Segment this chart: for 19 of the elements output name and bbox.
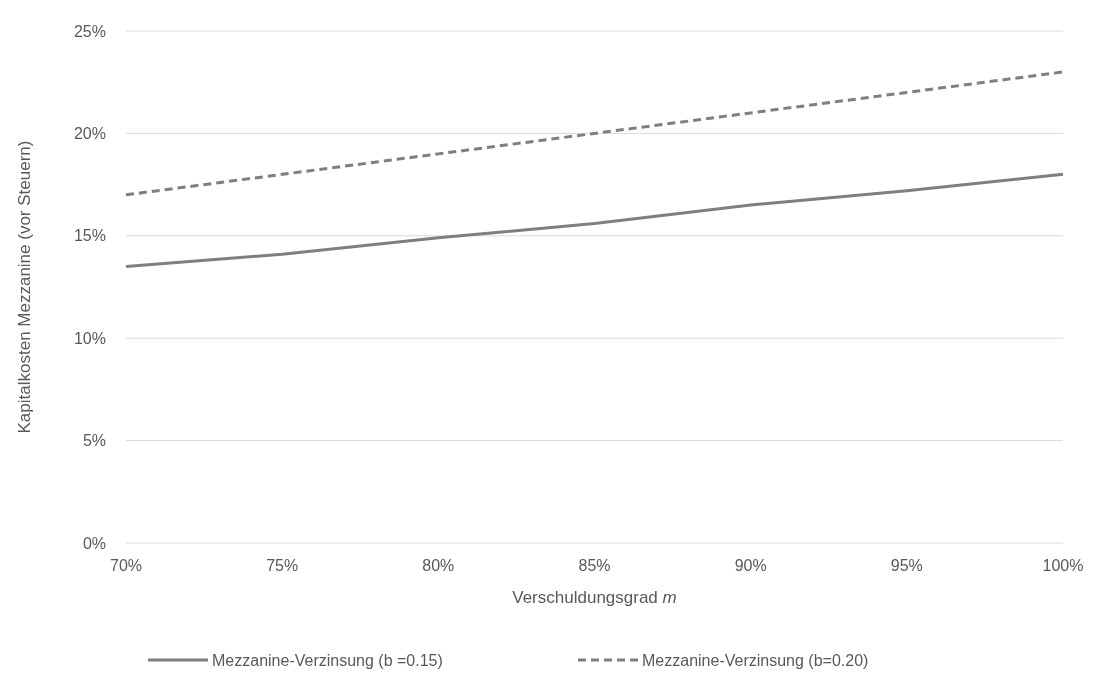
y-tick-label: 25%	[73, 22, 106, 40]
y-tick-label: 15%	[73, 227, 106, 245]
y-tick-label: 0%	[82, 534, 106, 552]
x-tick-label: 70%	[109, 557, 143, 574]
x-axis-title: Verschuldungsgrad m	[512, 588, 677, 607]
x-tick-label: 85%	[578, 557, 611, 574]
y-tick-label: 5%	[82, 432, 106, 450]
y-axis-title: Kapitalkosten Mezzanine (vor Steuern)	[15, 140, 34, 434]
legend-label: Mezzanine-Verzinsung (b=0.20)	[642, 651, 869, 669]
y-tick-label: 20%	[73, 125, 106, 142]
x-tick-label: 100%	[1042, 557, 1084, 574]
line-series	[124, 70, 1065, 197]
x-tick-label: 90%	[734, 557, 767, 574]
x-tick-label: 80%	[422, 557, 455, 574]
x-tick-label: 95%	[890, 557, 923, 574]
line-series	[124, 172, 1065, 269]
y-tick-label: 10%	[73, 329, 106, 347]
legend-label: Mezzanine-Verzinsung (b =0.15)	[212, 651, 443, 669]
x-tick-label: 75%	[266, 557, 299, 574]
